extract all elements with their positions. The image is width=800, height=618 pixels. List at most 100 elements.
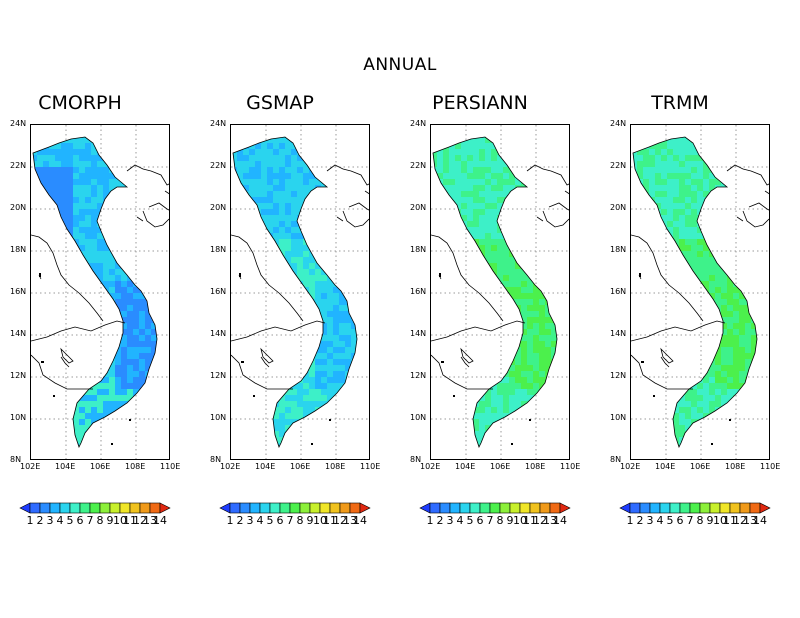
lon-tick-label: 102E bbox=[420, 462, 441, 471]
country-border bbox=[231, 234, 304, 322]
colorbar-label: 10 bbox=[713, 514, 727, 527]
colorbar-min-arrow bbox=[19, 502, 31, 514]
country-border bbox=[148, 202, 169, 211]
colorbar-min-arrow bbox=[419, 502, 431, 514]
country-border bbox=[764, 190, 769, 195]
island bbox=[41, 361, 44, 363]
lon-tick-label: 110E bbox=[760, 462, 781, 471]
country-border bbox=[326, 164, 369, 186]
colorbar-label: 12 bbox=[533, 514, 547, 527]
colorbar-label: 5 bbox=[467, 514, 474, 527]
colorbar-label: 6 bbox=[677, 514, 684, 527]
lon-tick-label: 106E bbox=[290, 462, 311, 471]
lon-tick-label: 106E bbox=[90, 462, 111, 471]
lon-tick-label: 104E bbox=[55, 462, 76, 471]
country-border bbox=[348, 202, 369, 211]
country-border bbox=[231, 354, 293, 390]
colorbar-swatch bbox=[529, 502, 541, 514]
colorbar-label: 12 bbox=[733, 514, 747, 527]
lake bbox=[460, 347, 474, 364]
lon-tick-label: 104E bbox=[255, 462, 276, 471]
colorbar-label: 9 bbox=[707, 514, 714, 527]
colorbar-min-arrow bbox=[619, 502, 631, 514]
lat-tick-label: 22N bbox=[210, 161, 227, 170]
colorbar-swatch bbox=[29, 502, 41, 514]
country-border bbox=[631, 354, 693, 390]
country-border bbox=[431, 234, 504, 322]
lake bbox=[260, 347, 274, 364]
lat-tick-label: 22N bbox=[610, 161, 627, 170]
colorbar-swatch bbox=[669, 502, 681, 514]
colorbar-label: 4 bbox=[257, 514, 264, 527]
colorbar-label: 2 bbox=[237, 514, 244, 527]
country-border bbox=[126, 164, 169, 186]
colorbar-label: 13 bbox=[143, 514, 157, 527]
map-frame bbox=[430, 124, 570, 460]
colorbar-label: 2 bbox=[637, 514, 644, 527]
island bbox=[441, 361, 444, 363]
country-border bbox=[31, 234, 104, 322]
island bbox=[453, 395, 455, 397]
country-border bbox=[231, 320, 326, 342]
lat-tick-label: 10N bbox=[210, 413, 227, 422]
colorbar-swatch bbox=[89, 502, 101, 514]
country-border bbox=[31, 320, 126, 342]
map-frame bbox=[30, 124, 170, 460]
colorbar-label: 5 bbox=[67, 514, 74, 527]
colorbar-label: 13 bbox=[543, 514, 557, 527]
colorbar-swatch bbox=[329, 502, 341, 514]
colorbar-label: 7 bbox=[487, 514, 494, 527]
colorbar-swatch bbox=[719, 502, 731, 514]
country-border bbox=[336, 216, 344, 222]
lon-tick-label: 108E bbox=[725, 462, 746, 471]
colorbar-label: 3 bbox=[47, 514, 54, 527]
colorbar-swatch bbox=[109, 502, 121, 514]
colorbar-label: 6 bbox=[477, 514, 484, 527]
lat-tick-label: 8N bbox=[610, 455, 622, 464]
island bbox=[39, 273, 41, 277]
coastline bbox=[32, 136, 158, 449]
colorbar-label: 7 bbox=[287, 514, 294, 527]
country-border bbox=[536, 216, 544, 222]
colorbar-label: 11 bbox=[123, 514, 137, 527]
colorbar-swatch bbox=[39, 502, 51, 514]
country-border bbox=[548, 202, 569, 211]
colorbar-swatch bbox=[309, 502, 321, 514]
precip-map bbox=[631, 125, 769, 459]
colorbar-label: 8 bbox=[497, 514, 504, 527]
lat-tick-label: 10N bbox=[610, 413, 627, 422]
colorbar-label: 8 bbox=[97, 514, 104, 527]
colorbar-label: 10 bbox=[313, 514, 327, 527]
lon-tick-label: 106E bbox=[690, 462, 711, 471]
colorbar-label: 5 bbox=[667, 514, 674, 527]
map-panel: GSMAP 24N 22N 20N 18N 16N 14N 12N 10N 8N 102E 104E 1… bbox=[200, 92, 400, 532]
colorbar-swatch bbox=[129, 502, 141, 514]
lat-tick-label: 22N bbox=[410, 161, 427, 170]
panel-title: CMORPH bbox=[38, 92, 122, 114]
panel-title: TRMM bbox=[651, 92, 709, 114]
colorbar-label: 12 bbox=[333, 514, 347, 527]
lat-tick-label: 12N bbox=[10, 371, 27, 380]
lon-tick-label: 102E bbox=[220, 462, 241, 471]
lon-tick-label: 104E bbox=[455, 462, 476, 471]
country-border bbox=[260, 356, 270, 368]
country-border bbox=[526, 164, 569, 186]
colorbar-label: 14 bbox=[753, 514, 767, 527]
colorbar-swatch bbox=[699, 502, 711, 514]
colorbar-swatch bbox=[139, 502, 151, 514]
colorbar-swatch bbox=[259, 502, 271, 514]
country-border bbox=[31, 354, 93, 390]
lat-tick-label: 20N bbox=[610, 203, 627, 212]
colorbar-swatch bbox=[739, 502, 751, 514]
country-border bbox=[742, 210, 769, 228]
country-border bbox=[542, 210, 569, 228]
island bbox=[529, 419, 531, 421]
lon-tick-label: 102E bbox=[620, 462, 641, 471]
lat-tick-label: 12N bbox=[610, 371, 627, 380]
lon-tick-label: 110E bbox=[160, 462, 181, 471]
lon-tick-label: 104E bbox=[655, 462, 676, 471]
lon-tick-label: 110E bbox=[560, 462, 581, 471]
colorbar-swatch bbox=[459, 502, 471, 514]
lat-tick-label: 8N bbox=[10, 455, 22, 464]
